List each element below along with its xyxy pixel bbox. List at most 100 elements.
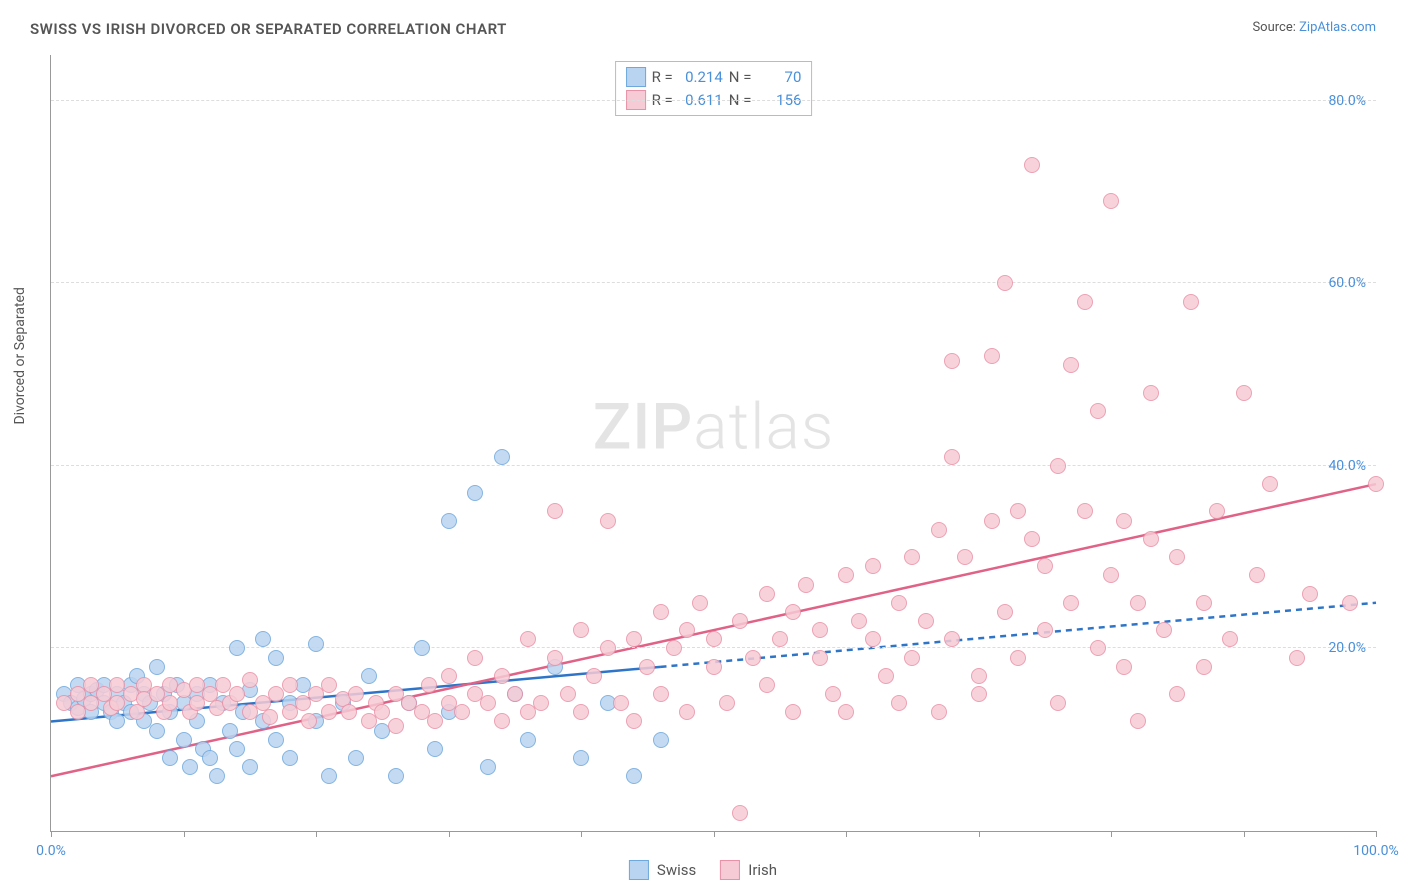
irish-point <box>851 613 867 629</box>
irish-point <box>1249 567 1265 583</box>
irish-point <box>957 549 973 565</box>
irish-point <box>1169 686 1185 702</box>
header: SWISS VS IRISH DIVORCED OR SEPARATED COR… <box>0 0 1406 38</box>
x-tick <box>316 831 317 837</box>
irish-point <box>1050 458 1066 474</box>
irish-point <box>586 668 602 684</box>
irish-point <box>1010 650 1026 666</box>
irish-point <box>341 704 357 720</box>
source-link[interactable]: ZipAtlas.com <box>1299 20 1376 35</box>
swiss-point <box>149 723 165 739</box>
irish-point <box>388 718 404 734</box>
irish-point <box>1302 586 1318 602</box>
irish-point <box>1063 357 1079 373</box>
swiss-point <box>494 449 510 465</box>
x-tick <box>1111 831 1112 837</box>
gridline-h <box>51 100 1376 101</box>
gridline-h <box>51 465 1376 466</box>
irish-point <box>441 668 457 684</box>
irish-point <box>918 613 934 629</box>
irish-point <box>1077 503 1093 519</box>
swiss-point <box>653 732 669 748</box>
x-tick <box>1376 831 1377 837</box>
irish-point <box>573 622 589 638</box>
swiss-point <box>520 732 536 748</box>
irish-point <box>348 686 364 702</box>
irish-point <box>520 631 536 647</box>
irish-point <box>812 622 828 638</box>
irish-point <box>997 604 1013 620</box>
irish-point <box>560 686 576 702</box>
irish-point <box>494 668 510 684</box>
swiss-point <box>202 750 218 766</box>
x-tick <box>1244 831 1245 837</box>
swiss-point <box>149 659 165 675</box>
irish-point <box>706 631 722 647</box>
irish-point <box>639 659 655 675</box>
irish-point <box>759 677 775 693</box>
irish-point <box>1196 595 1212 611</box>
x-tick <box>449 831 450 837</box>
swiss-point <box>414 640 430 656</box>
irish-point <box>1222 631 1238 647</box>
swiss-point <box>229 640 245 656</box>
irish-point <box>679 704 695 720</box>
source-attribution: Source: ZipAtlas.com <box>1252 20 1376 35</box>
irish-point <box>772 631 788 647</box>
irish-point <box>613 695 629 711</box>
irish-point <box>692 595 708 611</box>
swiss-point <box>573 750 589 766</box>
irish-point <box>931 522 947 538</box>
x-tick <box>581 831 582 837</box>
irish-point <box>904 549 920 565</box>
swiss-point <box>388 768 404 784</box>
swiss-point <box>162 750 178 766</box>
irish-point <box>1143 385 1159 401</box>
legend-item-irish: Irish <box>720 860 777 880</box>
irish-point <box>229 686 245 702</box>
irish-point <box>984 348 1000 364</box>
swiss-swatch <box>626 67 646 87</box>
irish-point <box>427 713 443 729</box>
swiss-point <box>348 750 364 766</box>
irish-point <box>494 713 510 729</box>
gridline-h <box>51 647 1376 648</box>
y-axis-label: Divorced or Separated <box>12 287 28 424</box>
x-tick-label: 100.0% <box>1353 843 1398 859</box>
irish-point <box>1090 640 1106 656</box>
irish-point <box>944 353 960 369</box>
irish-point <box>1169 549 1185 565</box>
irish-point <box>798 577 814 593</box>
irish-point <box>600 640 616 656</box>
swiss-label: Swiss <box>657 861 696 879</box>
irish-point <box>838 567 854 583</box>
swiss-r-value: 0.214 <box>679 66 723 89</box>
irish-point <box>1143 531 1159 547</box>
irish-point <box>626 631 642 647</box>
irish-point <box>1289 650 1305 666</box>
irish-point <box>301 713 317 729</box>
x-tick <box>979 831 980 837</box>
irish-point <box>838 704 854 720</box>
irish-point <box>653 686 669 702</box>
irish-point <box>1024 531 1040 547</box>
x-tick <box>51 831 52 837</box>
irish-point <box>785 704 801 720</box>
irish-point <box>1103 567 1119 583</box>
y-tick-label: 80.0% <box>1328 93 1366 109</box>
swiss-point <box>626 768 642 784</box>
irish-point <box>1077 294 1093 310</box>
watermark-bold: ZIP <box>593 390 694 465</box>
swiss-point <box>229 741 245 757</box>
watermark-rest: atlas <box>693 390 834 465</box>
irish-point <box>321 677 337 693</box>
x-tick <box>846 831 847 837</box>
swiss-point <box>268 732 284 748</box>
irish-point <box>626 713 642 729</box>
y-tick-label: 40.0% <box>1328 458 1366 474</box>
irish-point <box>878 668 894 684</box>
irish-point <box>745 650 761 666</box>
irish-point <box>719 695 735 711</box>
irish-point <box>1130 595 1146 611</box>
irish-trendline <box>51 484 1376 776</box>
